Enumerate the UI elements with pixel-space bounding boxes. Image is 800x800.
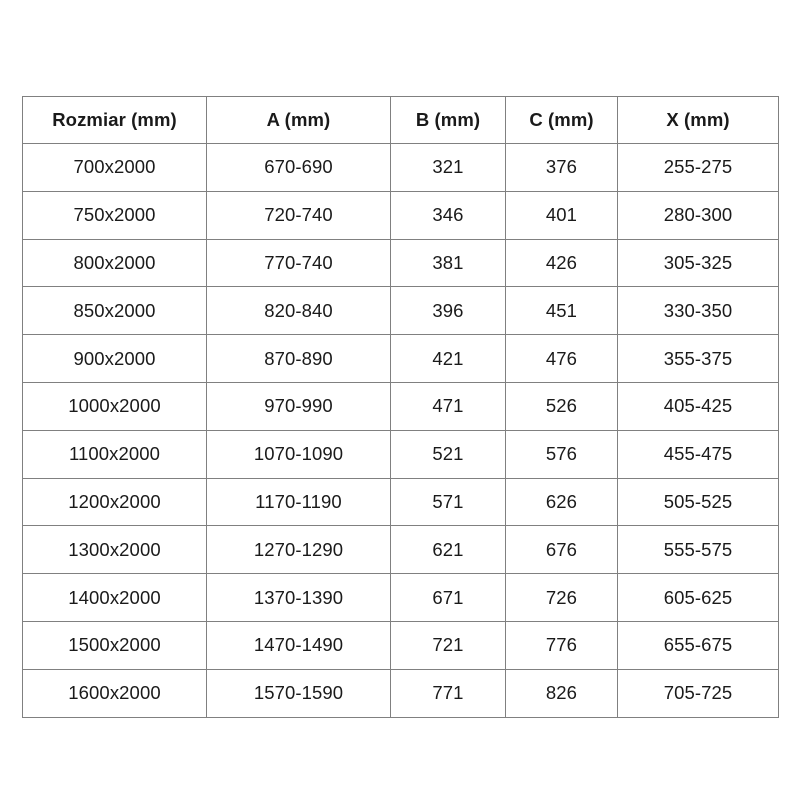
cell-b: 396 [390,286,506,336]
cell-b: 771 [390,668,506,718]
table-row: 1100x2000 1070-1090 521 576 455-475 [22,429,779,479]
cell-b: 471 [390,381,506,431]
table-row: 800x2000 770-740 381 426 305-325 [22,238,779,288]
cell-c: 451 [505,286,618,336]
cell-size: 1000x2000 [22,381,207,431]
cell-size: 700x2000 [22,143,207,192]
cell-b: 346 [390,190,506,240]
column-header-a: A (mm) [206,96,391,144]
cell-c: 826 [505,668,618,718]
cell-a: 720-740 [206,190,391,240]
cell-size: 900x2000 [22,334,207,383]
cell-c: 726 [505,573,618,622]
cell-c: 626 [505,477,618,527]
cell-b: 621 [390,525,506,575]
cell-c: 576 [505,429,618,479]
cell-c: 476 [505,334,618,383]
cell-b: 321 [390,143,506,192]
cell-a: 970-990 [206,381,391,431]
cell-x: 405-425 [617,381,779,431]
cell-b: 381 [390,238,506,288]
cell-x: 355-375 [617,334,779,383]
cell-x: 555-575 [617,525,779,575]
table-row: 750x2000 720-740 346 401 280-300 [22,190,779,240]
cell-size: 1600x2000 [22,668,207,718]
cell-c: 676 [505,525,618,575]
cell-c: 401 [505,190,618,240]
cell-size: 1200x2000 [22,477,207,527]
cell-a: 1070-1090 [206,429,391,479]
cell-x: 655-675 [617,620,779,670]
column-header-size: Rozmiar (mm) [22,96,207,144]
table-row: 1000x2000 970-990 471 526 405-425 [22,381,779,431]
cell-b: 521 [390,429,506,479]
table-row: 1600x2000 1570-1590 771 826 705-725 [22,668,779,718]
cell-x: 255-275 [617,143,779,192]
cell-size: 1400x2000 [22,573,207,622]
table-row: 850x2000 820-840 396 451 330-350 [22,286,779,336]
cell-a: 1470-1490 [206,620,391,670]
cell-x: 330-350 [617,286,779,336]
cell-x: 705-725 [617,668,779,718]
cell-x: 305-325 [617,238,779,288]
cell-a: 1170-1190 [206,477,391,527]
cell-a: 770-740 [206,238,391,288]
cell-a: 870-890 [206,334,391,383]
cell-x: 455-475 [617,429,779,479]
cell-b: 571 [390,477,506,527]
table-row: 700x2000 670-690 321 376 255-275 [22,143,779,192]
cell-size: 1300x2000 [22,525,207,575]
table-row: 1300x2000 1270-1290 621 676 555-575 [22,525,779,575]
cell-a: 1570-1590 [206,668,391,718]
column-header-x: X (mm) [617,96,779,144]
table-row: 1400x2000 1370-1390 671 726 605-625 [22,573,779,622]
table-header-row: Rozmiar (mm) A (mm) B (mm) C (mm) X (mm) [22,96,779,144]
cell-a: 1270-1290 [206,525,391,575]
cell-size: 750x2000 [22,190,207,240]
cell-size: 1100x2000 [22,429,207,479]
table-body: 700x2000 670-690 321 376 255-275 750x2000 720-… [22,143,779,718]
cell-b: 421 [390,334,506,383]
cell-size: 850x2000 [22,286,207,336]
cell-c: 526 [505,381,618,431]
cell-x: 505-525 [617,477,779,527]
table-row: 900x2000 870-890 421 476 355-375 [22,334,779,383]
cell-a: 670-690 [206,143,391,192]
specification-table: Rozmiar (mm) A (mm) B (mm) C (mm) X (mm)… [22,96,779,718]
table-row: 1200x2000 1170-1190 571 626 505-525 [22,477,779,527]
cell-c: 776 [505,620,618,670]
cell-a: 820-840 [206,286,391,336]
cell-c: 376 [505,143,618,192]
cell-a: 1370-1390 [206,573,391,622]
cell-size: 800x2000 [22,238,207,288]
table-header: Rozmiar (mm) A (mm) B (mm) C (mm) X (mm) [22,96,779,144]
table-row: 1500x2000 1470-1490 721 776 655-675 [22,620,779,670]
cell-x: 280-300 [617,190,779,240]
cell-x: 605-625 [617,573,779,622]
column-header-b: B (mm) [390,96,506,144]
cell-c: 426 [505,238,618,288]
cell-b: 721 [390,620,506,670]
column-header-c: C (mm) [505,96,618,144]
cell-size: 1500x2000 [22,620,207,670]
cell-b: 671 [390,573,506,622]
